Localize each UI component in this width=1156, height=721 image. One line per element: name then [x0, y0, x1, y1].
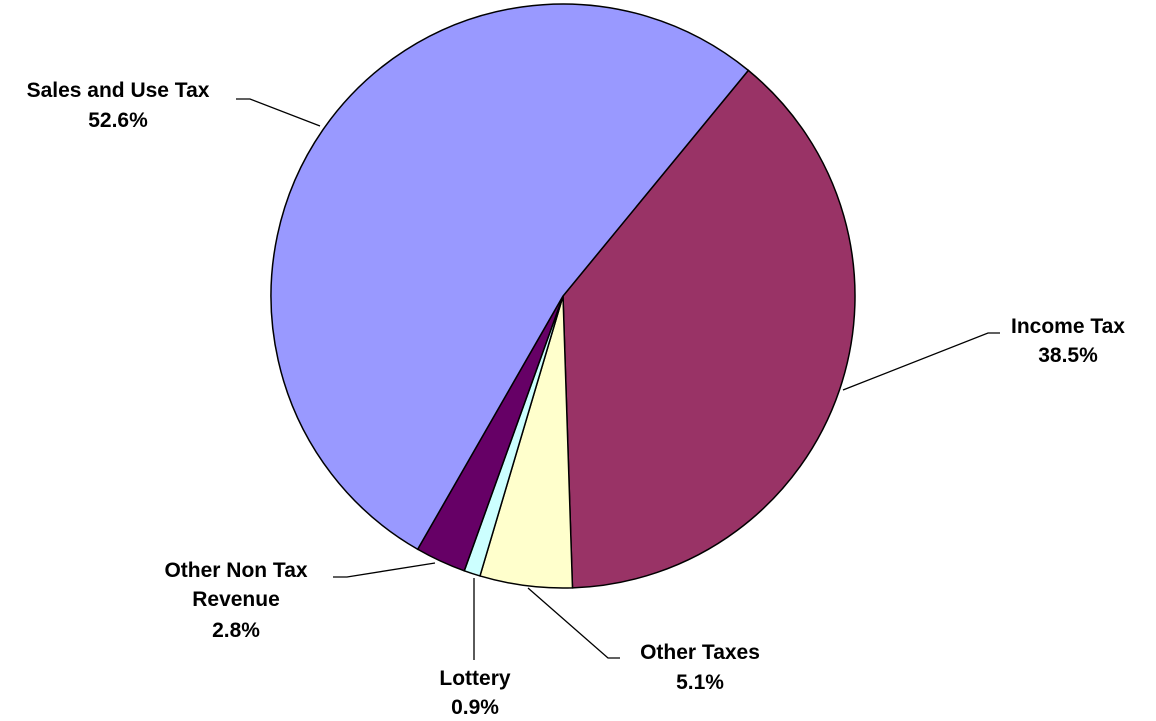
- label-lottery-name: Lottery: [439, 667, 510, 690]
- label-other-taxes-name: Other Taxes: [640, 641, 760, 664]
- pie-slice-sales-and-use-tax: [270, 3, 750, 551]
- pie-slices: [270, 3, 856, 589]
- label-other-taxes-value: 5.1%: [676, 671, 724, 694]
- leader-line-income: [842, 332, 1000, 391]
- leader-lines: [236, 98, 1000, 660]
- label-income-tax-name: Income Tax: [1011, 315, 1125, 338]
- label-other-non-tax-revenue-value: 2.8%: [212, 619, 260, 642]
- label-sales-and-use-tax-value: 52.6%: [88, 109, 148, 132]
- leader-line-other-non-tax: [333, 562, 436, 578]
- label-income-tax-value: 38.5%: [1038, 344, 1098, 367]
- label-other-non-tax-revenue-line2: Revenue: [192, 588, 280, 611]
- leader-line-sales: [236, 98, 321, 127]
- pie-slice-income-tax: [562, 69, 856, 589]
- leader-line-other-taxes: [527, 587, 620, 659]
- slice-labels: Sales and Use Tax 52.6% Income Tax 38.5%…: [27, 79, 1126, 719]
- label-lottery-value: 0.9%: [451, 696, 499, 719]
- label-sales-and-use-tax-name: Sales and Use Tax: [27, 79, 210, 102]
- label-other-non-tax-revenue-line1: Other Non Tax: [164, 559, 307, 582]
